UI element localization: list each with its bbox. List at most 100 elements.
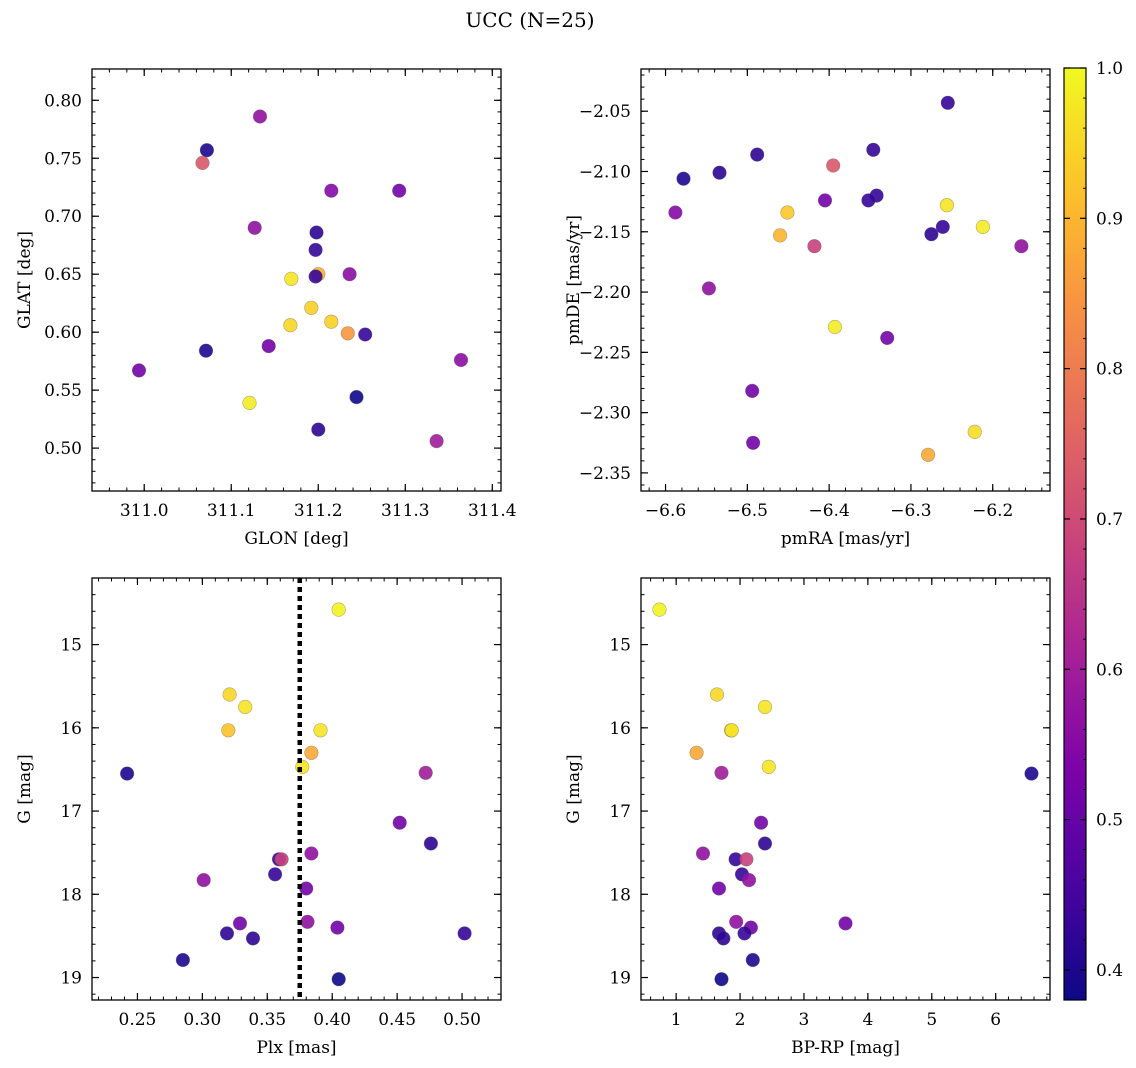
axes-frame [91, 577, 502, 1001]
y-axis: 15 16 17 18 19 G [mag] [564, 577, 1050, 995]
scatter-point [924, 227, 939, 242]
scatter-point [709, 687, 725, 702]
x-tick-label: 311.1 [207, 501, 256, 521]
scatter-point [739, 852, 754, 867]
y-tick-label: 0.70 [44, 207, 82, 227]
x-axis-label: Plx [mas] [256, 1038, 336, 1058]
scatter-points [119, 602, 472, 987]
scatter-point [453, 352, 469, 368]
y-axis-label: G [mag] [15, 754, 35, 823]
y-tick-label: 17 [609, 802, 631, 822]
colorbar-tick-label: 0.5 [1096, 811, 1123, 831]
scatter-point [330, 920, 345, 935]
y-axis-label: pmDE [mas/yr] [564, 215, 584, 345]
scatter-point [252, 109, 268, 124]
scatter-point [939, 198, 955, 213]
y-axis: 15 16 17 18 19 G [mag] [15, 577, 501, 995]
scatter-points [668, 95, 1029, 462]
x-tick-label: −6.2 [972, 501, 1013, 521]
y-axis-label: GLAT [deg] [15, 231, 35, 329]
y-tick-label: −2.30 [579, 404, 631, 424]
colorbar-tick-label: 0.7 [1096, 510, 1123, 530]
x-tick-label: 4 [862, 1010, 873, 1030]
x-tick-label: 311.3 [381, 501, 430, 521]
scatter-point [652, 602, 667, 617]
y-axis: 0.50 0.55 0.60 0.65 0.70 0.75 0.80 GLAT [deg] [15, 76, 501, 484]
x-tick-label: −6.3 [890, 501, 931, 521]
y-tick-label: 16 [609, 719, 631, 739]
colorbar: 0.4 0.5 0.6 0.7 0.8 0.9 1.0 [1063, 59, 1123, 1001]
scatter-points [652, 602, 1039, 987]
scatter-point [311, 422, 326, 437]
x-tick-label: 311.0 [120, 501, 169, 521]
scatter-point [880, 330, 895, 346]
scatter-point [737, 926, 752, 941]
x-axis: 1 2 3 4 5 6 BP-RP [mag] [650, 578, 1048, 1058]
scatter-point [324, 183, 339, 198]
y-tick-label: 17 [60, 802, 82, 822]
scatter-point [724, 723, 739, 738]
scatter-point [245, 931, 261, 946]
y-tick-label: −2.25 [579, 343, 631, 363]
y-tick-label: 15 [60, 636, 82, 656]
scatter-point [689, 745, 704, 760]
x-tick-label: 5 [926, 1010, 937, 1030]
scatter-point [131, 363, 147, 378]
x-tick-label: 0.40 [313, 1010, 351, 1030]
x-axis-label: pmRA [mas/yr] [781, 529, 910, 549]
scatter-point [300, 914, 315, 929]
y-tick-label: 0.65 [44, 265, 82, 285]
scatter-point [753, 815, 769, 830]
x-tick-label: 0.30 [183, 1010, 221, 1030]
scatter-point [935, 219, 950, 234]
scatter-point [745, 383, 760, 399]
x-tick-label: 1 [671, 1010, 682, 1030]
y-tick-label: −2.10 [579, 162, 631, 182]
scatter-point [232, 916, 248, 931]
colorbar-tick-label: 0.4 [1096, 961, 1123, 981]
scatter-point [711, 881, 727, 896]
y-axis: −2.35 −2.30 −2.25 −2.20 −2.15 −2.10 −2.05 pmDE … [564, 74, 1050, 486]
y-tick-label: 0.50 [44, 439, 82, 459]
scatter-point [1024, 766, 1039, 781]
y-tick-label: −2.20 [579, 283, 631, 303]
colorbar-tick-label: 0.9 [1096, 209, 1123, 229]
scatter-point [716, 931, 731, 946]
scatter-point [308, 269, 323, 284]
x-tick-label: 311.4 [468, 501, 517, 521]
x-tick-label: 0.25 [119, 1010, 157, 1030]
scatter-point [119, 766, 135, 781]
scatter-point [780, 205, 795, 220]
scatter-point [274, 852, 289, 867]
y-tick-label: 0.80 [44, 91, 82, 111]
scatter-point [313, 723, 328, 738]
y-tick-label: −2.15 [579, 223, 631, 243]
scatter-point [222, 687, 237, 702]
scatter-point [457, 926, 472, 941]
scatter-point [701, 281, 717, 296]
scatter-point [175, 952, 190, 968]
scatter-point [712, 165, 727, 180]
y-tick-label: −2.35 [579, 464, 631, 484]
x-axis: 311.0 311.1 311.2 311.3 311.4 GLON [deg] [108, 69, 517, 549]
scatter-point [920, 447, 936, 462]
scatter-point [392, 183, 407, 198]
scatter-point [750, 147, 765, 162]
scatter-point [195, 155, 210, 170]
x-tick-label: −6.4 [808, 501, 849, 521]
scatter-point [324, 314, 339, 329]
y-tick-label: −2.05 [579, 102, 631, 122]
colorbar-tick-label: 0.8 [1096, 360, 1123, 380]
x-tick-label: 311.2 [294, 501, 343, 521]
y-axis-label: G [mag] [564, 754, 584, 823]
x-tick-label: 0.45 [378, 1010, 416, 1030]
y-tick-label: 19 [60, 969, 82, 989]
scatter-point [284, 271, 299, 286]
scatter-point [309, 225, 324, 240]
scatter-point [349, 390, 364, 405]
scatter-point [340, 326, 355, 341]
y-tick-label: 18 [609, 885, 631, 905]
